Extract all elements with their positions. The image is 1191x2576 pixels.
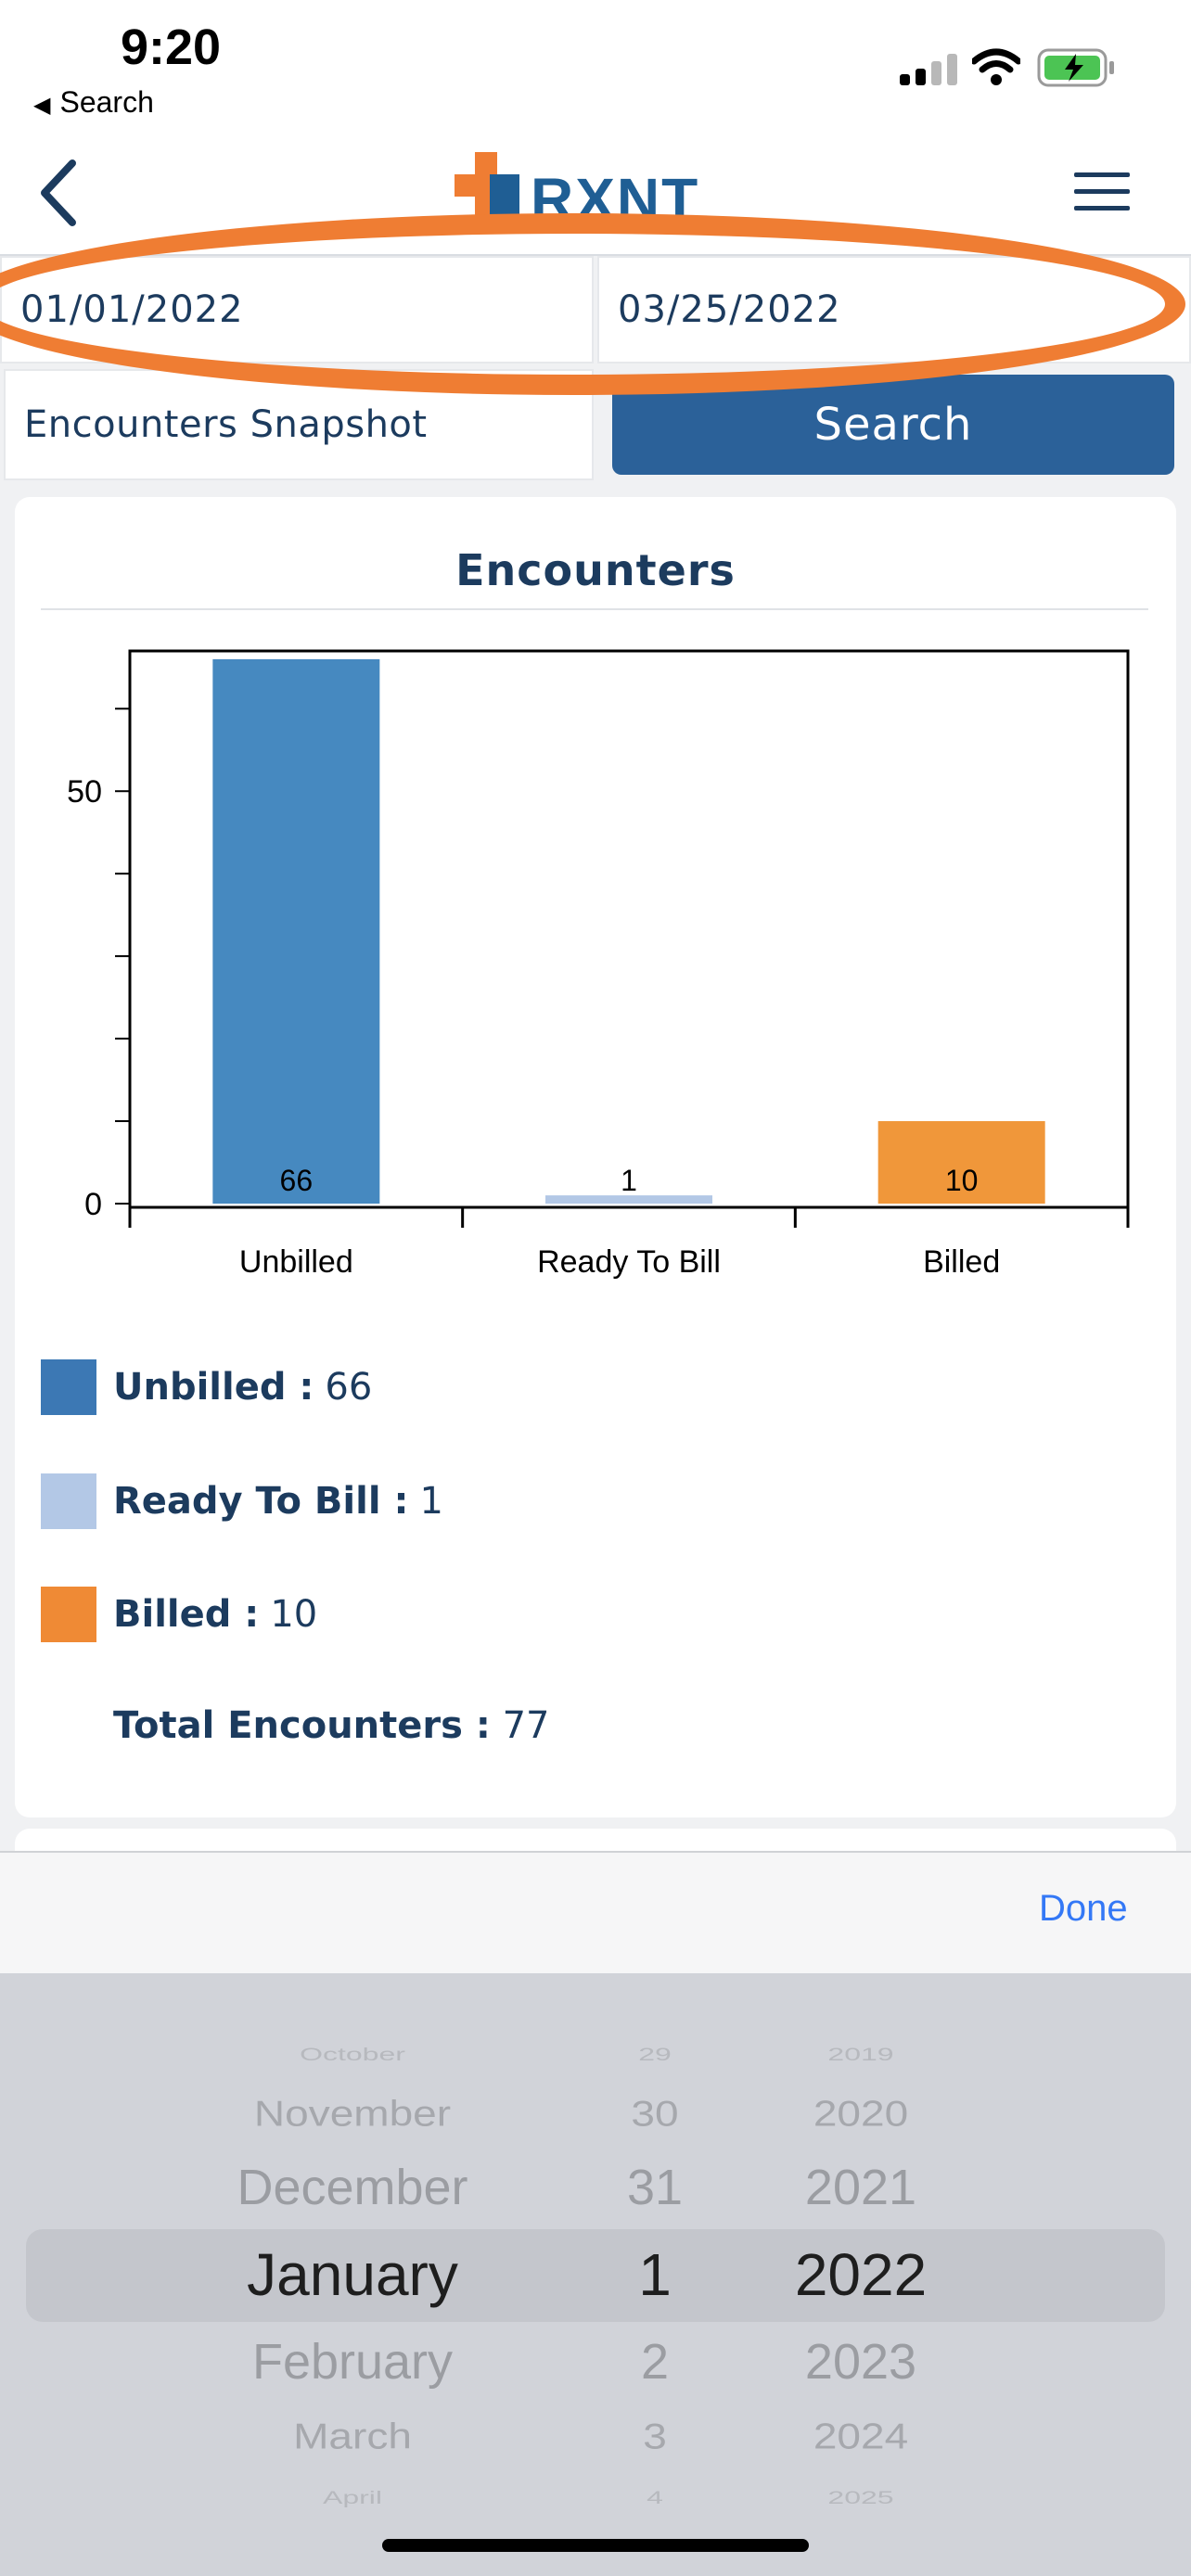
bar-data-label: 10 — [945, 1164, 979, 1197]
picker-month-option[interactable]: March — [293, 2416, 412, 2457]
picker-month-option[interactable]: February — [251, 2333, 454, 2390]
home-indicator — [382, 2539, 809, 2552]
legend-value: 1 — [419, 1480, 443, 1523]
picker-month-option[interactable]: October — [300, 2044, 405, 2064]
navigation-bar: RXNT — [0, 130, 1191, 256]
y-tick-label: 0 — [84, 1187, 102, 1222]
x-tick-label: Billed — [923, 1244, 1000, 1280]
total-label: Total Encounters : — [113, 1704, 491, 1747]
bar-ready-to-bill — [545, 1195, 712, 1204]
legend-label: Unbilled : — [113, 1366, 314, 1409]
cellular-signal-icon — [900, 54, 959, 85]
picker-day-option[interactable]: 4 — [647, 2487, 663, 2507]
status-time: 9:20 — [121, 19, 222, 75]
back-to-app-link[interactable]: ◀ Search — [33, 85, 154, 120]
plot-frame — [128, 649, 1130, 1209]
picker-year-option[interactable]: 2024 — [813, 2416, 909, 2457]
picker-month-option[interactable]: December — [237, 2159, 468, 2215]
bar-billed — [877, 1121, 1045, 1204]
x-tick-label: Ready To Bill — [537, 1244, 721, 1280]
legend-item-ready-to-bill: Ready To Bill :1 — [41, 1473, 443, 1529]
legend-item-unbilled: Unbilled : 66 — [41, 1359, 372, 1415]
start-date-field[interactable]: 01/01/2022 — [0, 256, 594, 363]
back-app-label: Search — [59, 85, 154, 119]
x-tick-label: Unbilled — [239, 1244, 353, 1280]
picker-month-option[interactable]: November — [253, 2093, 452, 2135]
status-bar: 9:20 ◀ Search — [0, 0, 1191, 130]
legend-swatch — [41, 1587, 96, 1642]
card-title: Encounters — [455, 545, 736, 595]
bar-data-label: 66 — [280, 1164, 314, 1197]
legend-value: 10 — [270, 1593, 318, 1636]
legend-swatch — [41, 1473, 96, 1529]
picker-year-option[interactable]: 2019 — [827, 2044, 894, 2064]
date-picker-wheel[interactable]: October November December January February Ma… — [0, 1973, 1191, 2576]
bar-unbilled — [212, 658, 380, 1204]
logo-cross-icon — [455, 152, 519, 221]
picker-year-option[interactable]: 2023 — [804, 2333, 917, 2390]
encounters-bar-chart: 0 50 66 Unbilled 1 Ready To Bill 10 Billed — [67, 649, 1130, 1280]
back-triangle-icon: ◀ — [33, 93, 51, 118]
picker-day-option[interactable]: 31 — [626, 2159, 684, 2215]
picker-toolbar: Done — [0, 1851, 1191, 1975]
picker-month-option[interactable]: January — [247, 2240, 458, 2308]
picker-year-option[interactable]: 2021 — [804, 2159, 917, 2215]
end-date-field[interactable]: 03/25/2022 — [597, 256, 1191, 363]
legend-item-billed: Billed :10 — [41, 1587, 317, 1642]
picker-day-option[interactable]: 30 — [631, 2093, 679, 2135]
picker-year-option[interactable]: 2020 — [813, 2093, 909, 2135]
picker-day-option[interactable]: 3 — [643, 2416, 667, 2457]
picker-year-option[interactable]: 2025 — [827, 2487, 894, 2507]
done-button[interactable]: Done — [1039, 1888, 1128, 1929]
picker-month-option[interactable]: April — [322, 2487, 383, 2507]
legend-value: 66 — [325, 1366, 373, 1409]
total-encounters: Total Encounters : 77 — [113, 1704, 549, 1747]
picker-day-option[interactable]: 1 — [638, 2240, 672, 2308]
legend-label: Billed : — [113, 1593, 260, 1636]
hamburger-menu-icon[interactable] — [1072, 169, 1132, 213]
wifi-icon — [972, 48, 1020, 85]
battery-charging-icon — [1037, 48, 1114, 87]
legend-swatch — [41, 1359, 96, 1415]
legend-label: Ready To Bill : — [113, 1480, 409, 1523]
picker-selection-band — [26, 2229, 1165, 2322]
picker-day-option[interactable]: 2 — [640, 2333, 670, 2390]
back-arrow-icon[interactable] — [35, 158, 82, 228]
divider — [41, 608, 1148, 610]
picker-day-option[interactable]: 29 — [638, 2044, 672, 2064]
y-tick-label: 50 — [67, 774, 102, 810]
bar-data-label: 1 — [621, 1164, 637, 1197]
total-value: 77 — [502, 1704, 550, 1747]
picker-year-option[interactable]: 2022 — [794, 2240, 928, 2308]
